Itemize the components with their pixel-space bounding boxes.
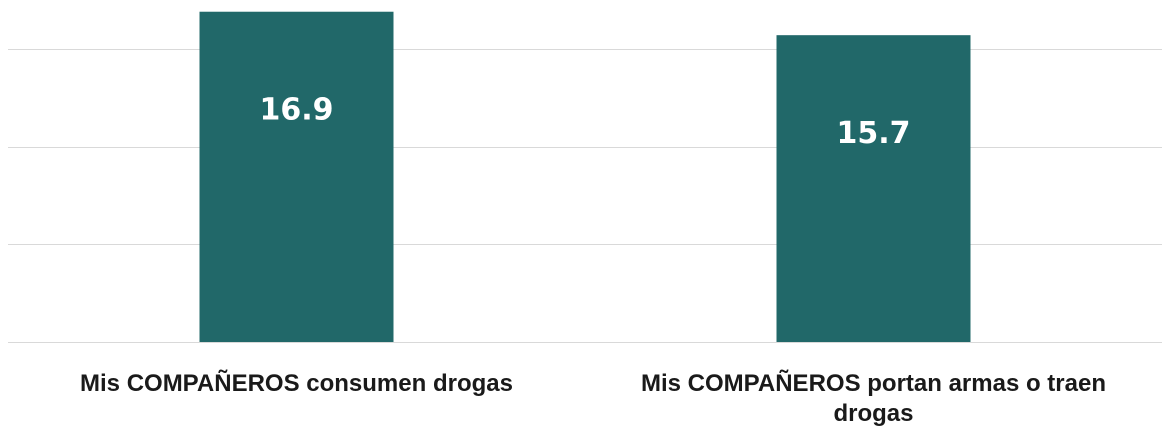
data-label-2: 15.7 bbox=[836, 116, 910, 151]
bar-1 bbox=[199, 11, 394, 343]
bar-2 bbox=[776, 35, 971, 342]
category-labels: Mis COMPAÑEROS consumen drogas Mis COMPAÑ… bbox=[80, 369, 1106, 427]
gridlines bbox=[8, 49, 1162, 245]
category-label-2-line-1: Mis COMPAÑEROS portan armas o traen bbox=[641, 369, 1106, 397]
bars: 16.9 15.7 bbox=[199, 11, 971, 343]
category-label-2-line-2: drogas bbox=[833, 400, 913, 427]
category-label-1: Mis COMPAÑEROS consumen drogas bbox=[80, 369, 513, 397]
data-label-1: 16.9 bbox=[259, 93, 333, 128]
